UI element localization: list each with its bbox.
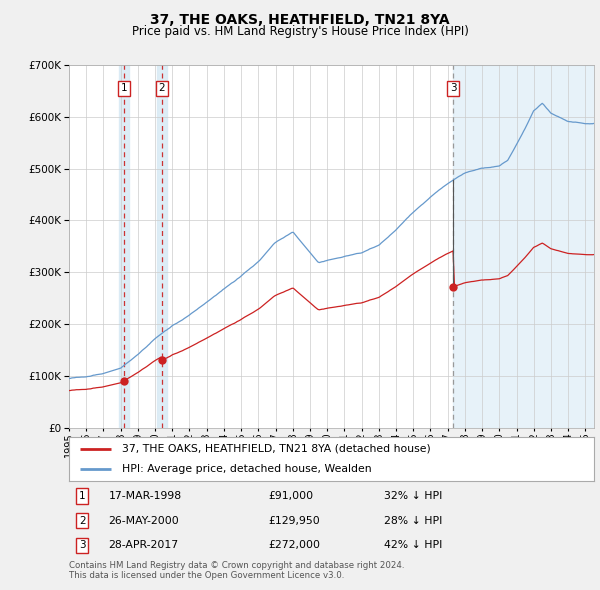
Text: 17-MAR-1998: 17-MAR-1998 (109, 491, 182, 501)
Text: Price paid vs. HM Land Registry's House Price Index (HPI): Price paid vs. HM Land Registry's House … (131, 25, 469, 38)
Text: 3: 3 (79, 540, 85, 550)
Text: 37, THE OAKS, HEATHFIELD, TN21 8YA (detached house): 37, THE OAKS, HEATHFIELD, TN21 8YA (deta… (121, 444, 430, 454)
Text: 3: 3 (450, 83, 457, 93)
Text: 26-MAY-2000: 26-MAY-2000 (109, 516, 179, 526)
Text: HPI: Average price, detached house, Wealden: HPI: Average price, detached house, Weal… (121, 464, 371, 474)
Text: £129,950: £129,950 (269, 516, 320, 526)
Text: 28-APR-2017: 28-APR-2017 (109, 540, 179, 550)
Text: 42% ↓ HPI: 42% ↓ HPI (384, 540, 442, 550)
Bar (119, 65, 129, 428)
Bar (157, 65, 167, 428)
Text: 2: 2 (79, 516, 85, 526)
Text: This data is licensed under the Open Government Licence v3.0.: This data is licensed under the Open Gov… (69, 571, 344, 580)
Text: 2: 2 (158, 83, 165, 93)
Text: 28% ↓ HPI: 28% ↓ HPI (384, 516, 442, 526)
Text: 1: 1 (121, 83, 128, 93)
Bar (453, 65, 600, 428)
Text: 37, THE OAKS, HEATHFIELD, TN21 8YA: 37, THE OAKS, HEATHFIELD, TN21 8YA (150, 13, 450, 27)
Text: 1: 1 (79, 491, 85, 501)
Text: £272,000: £272,000 (269, 540, 320, 550)
Text: 32% ↓ HPI: 32% ↓ HPI (384, 491, 442, 501)
Text: Contains HM Land Registry data © Crown copyright and database right 2024.: Contains HM Land Registry data © Crown c… (69, 560, 404, 569)
Text: £91,000: £91,000 (269, 491, 314, 501)
